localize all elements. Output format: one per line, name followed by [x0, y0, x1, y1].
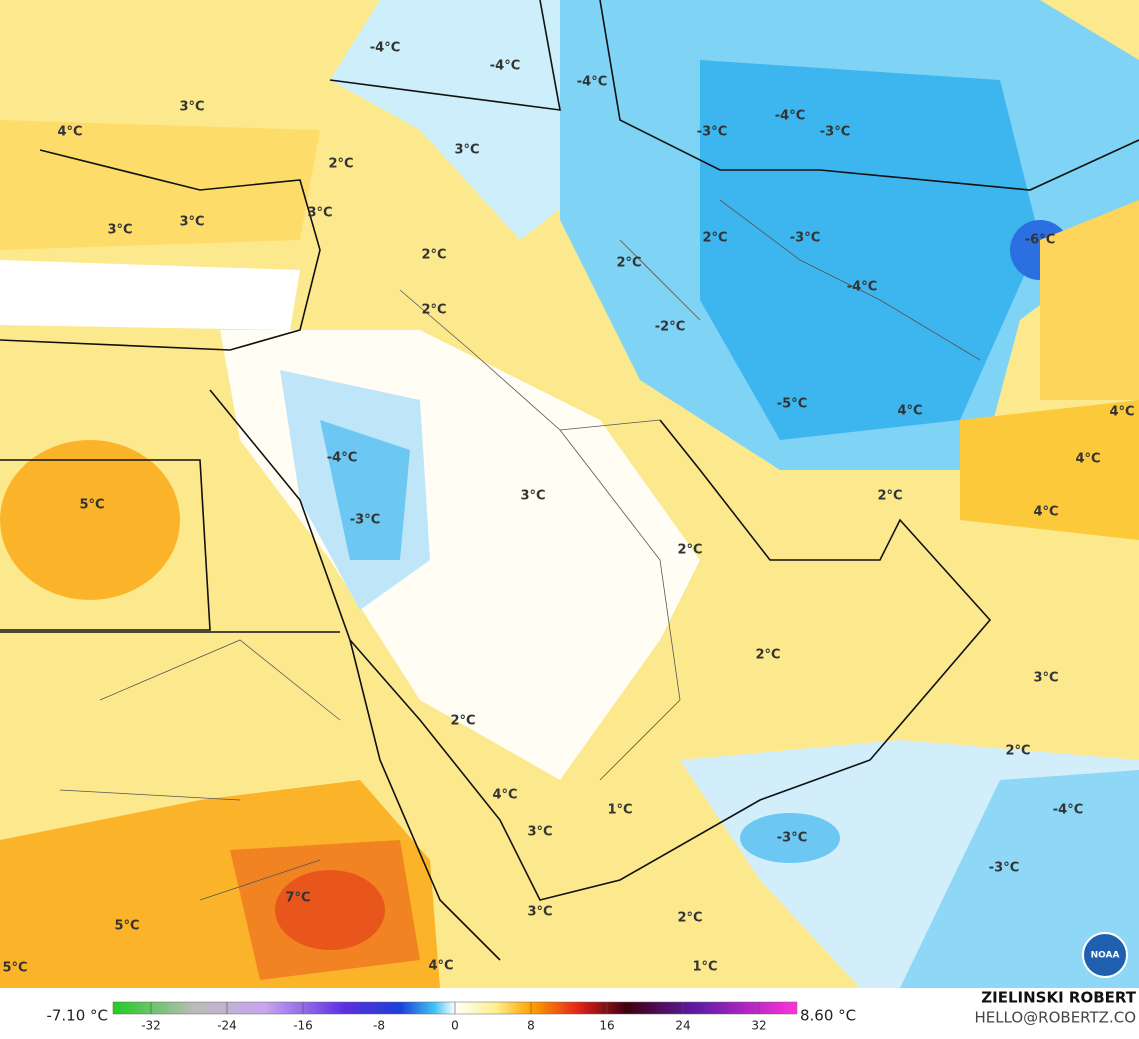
temperature-label: -4°C — [577, 75, 607, 90]
logo — [1082, 932, 1128, 978]
temperature-label: -5°C — [777, 397, 807, 412]
temperature-label: 5°C — [2, 961, 27, 976]
colorbar-tick-label: -24 — [217, 1019, 237, 1033]
colorbar-tick-label: 8 — [527, 1019, 535, 1033]
temperature-label: -4°C — [847, 280, 877, 295]
temperature-label: 2°C — [421, 248, 446, 263]
temperature-label: 1°C — [607, 803, 632, 818]
temperature-label: 2°C — [755, 648, 780, 663]
temperature-label: 4°C — [897, 404, 922, 419]
temperature-label: -3°C — [820, 125, 850, 140]
colorbar-tick-label: 24 — [675, 1019, 690, 1033]
temperature-label: 2°C — [450, 714, 475, 729]
credit-contact: HELLO@ROBERTZ.CO — [974, 1009, 1136, 1027]
temperature-label: -3°C — [989, 861, 1019, 876]
temperature-label: 2°C — [702, 231, 727, 246]
colorbar-max: 8.60 °C — [800, 1007, 856, 1025]
temperature-label: 3°C — [527, 825, 552, 840]
temperature-label: 4°C — [428, 959, 453, 974]
temperature-label: -3°C — [777, 831, 807, 846]
temperature-label: -4°C — [370, 41, 400, 56]
temperature-label: -4°C — [1053, 803, 1083, 818]
temperature-label: 2°C — [877, 489, 902, 504]
colorbar-ticks: -32 -24 -16 -8 0 8 16 24 32 — [141, 1002, 767, 1033]
temperature-label: -3°C — [790, 231, 820, 246]
colorbar-tick-label: -16 — [293, 1019, 313, 1033]
temperature-label: -3°C — [697, 125, 727, 140]
temperature-label: -3°C — [350, 513, 380, 528]
logo-text: NOAA — [1091, 951, 1120, 961]
credit-name: ZIELINSKI ROBERT — [981, 989, 1136, 1007]
temperature-label: 2°C — [1005, 744, 1030, 759]
colorbar-tick-label: 0 — [451, 1019, 459, 1033]
temperature-label: 2°C — [677, 543, 702, 558]
temperature-label: -6°C — [1025, 233, 1055, 248]
temperature-label: 3°C — [527, 905, 552, 920]
temperature-label: 4°C — [1075, 452, 1100, 467]
temperature-label: -4°C — [327, 451, 357, 466]
temperature-label: 5°C — [79, 498, 104, 513]
temperature-label: 4°C — [492, 788, 517, 803]
temperature-label: -2°C — [655, 320, 685, 335]
temperature-label: 3°C — [107, 223, 132, 238]
temperature-label: 2°C — [421, 303, 446, 318]
temperature-label: -4°C — [775, 109, 805, 124]
temperature-label: 4°C — [1033, 505, 1058, 520]
temperature-label: 4°C — [1109, 405, 1134, 420]
temperature-labels: -4°C -4°C -4°C 3°C 4°C -4°C -3°C -3°C 2°C 3°C 3°C 3… — [2, 41, 1134, 976]
temperature-label: -4°C — [490, 59, 520, 74]
colorbar-min: -7.10 °C — [46, 1007, 108, 1025]
temperature-label: 5°C — [114, 919, 139, 934]
temperature-label: 3°C — [520, 489, 545, 504]
temperature-label: 3°C — [179, 100, 204, 115]
colorbar-tick-label: -32 — [141, 1019, 161, 1033]
colorbar-tick-label: 32 — [751, 1019, 766, 1033]
temperature-label: 2°C — [677, 911, 702, 926]
temperature-label: 3°C — [307, 206, 332, 221]
colorbar-tick-label: -8 — [373, 1019, 385, 1033]
temperature-label: 7°C — [285, 891, 310, 906]
temperature-label: 4°C — [57, 125, 82, 140]
temperature-label: 3°C — [179, 215, 204, 230]
temperature-label: 2°C — [616, 256, 641, 271]
colorbar-tick-label: 16 — [599, 1019, 614, 1033]
temperature-label: 3°C — [454, 143, 479, 158]
temperature-label: 2°C — [328, 157, 353, 172]
map-field — [0, 0, 1139, 988]
temperature-label: 1°C — [692, 960, 717, 975]
temperature-label: 3°C — [1033, 671, 1058, 686]
